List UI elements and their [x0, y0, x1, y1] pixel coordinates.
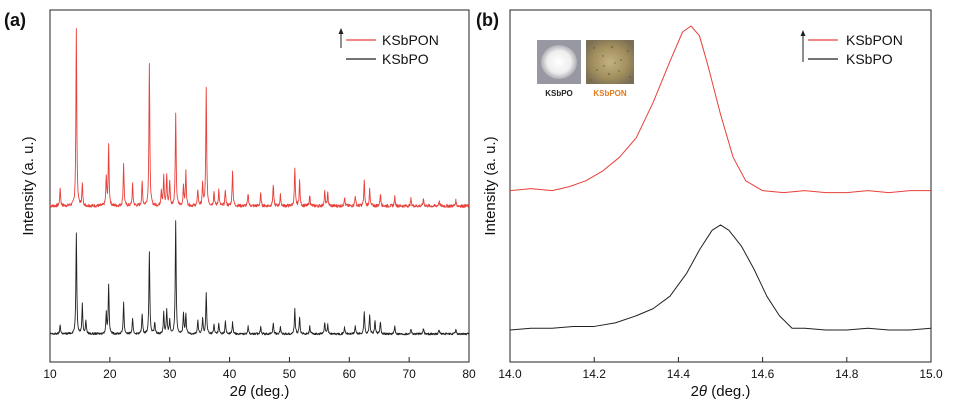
x-axis-label-a: 2θ (deg.): [230, 383, 290, 400]
series-line-ksbpo-b: [509, 224, 932, 331]
ksbpon-texture-icon: [590, 45, 632, 81]
x-tick-label: 70: [402, 367, 416, 381]
panel-b: (b) Intensity (a. u.) 2θ (deg.) 14.0 14.2…: [476, 9, 943, 400]
series-line-ksbpo-a: [49, 220, 470, 336]
series-line-ksbpon-b: [509, 25, 931, 194]
panel-a: (a) Intensity (a. u.) 2θ (deg.) 10 20 30 40…: [4, 9, 476, 400]
x-axis-label-symbol: θ: [238, 383, 246, 400]
legend-label-ksbpon-a: KSbPON: [382, 32, 439, 48]
x-axis-label-prefix: 2: [691, 383, 699, 400]
inset-label-ksbpon: KSbPON: [593, 89, 627, 98]
legend-arrow-icon: [800, 30, 806, 36]
panel-label-b: (b): [476, 10, 499, 30]
series-line-ksbpon-a: [49, 28, 470, 208]
x-tick-label: 30: [163, 367, 177, 381]
ksbpon-photo-icon: [586, 40, 634, 84]
x-ticks-b: 14.0 14.2 14.4 14.6 14.8 15.0: [498, 357, 943, 381]
y-axis-label-a: Intensity (a. u.): [20, 136, 37, 235]
x-tick-label: 14.2: [583, 367, 607, 381]
inset-label-ksbpo: KSbPO: [545, 89, 573, 98]
inset-photos: KSbPO KSbPON: [537, 40, 634, 98]
x-axis-label-b: 2θ (deg.): [691, 383, 751, 400]
x-ticks-a: 10 20 30 40 50 60 70 80: [43, 357, 476, 381]
x-axis-label-units: (deg.): [246, 383, 289, 400]
x-tick-label: 10: [43, 367, 57, 381]
x-tick-label: 14.4: [667, 367, 691, 381]
x-axis-label-units: (deg.): [707, 383, 750, 400]
legend-arrow-icon: [338, 28, 344, 34]
x-tick-label: 50: [283, 367, 297, 381]
legend-label-ksbpo-a: KSbPO: [382, 51, 429, 67]
legend-a: KSbPON KSbPO: [338, 28, 439, 67]
x-tick-label: 14.0: [498, 367, 522, 381]
legend-b: KSbPON KSbPO: [800, 30, 903, 67]
legend-label-ksbpon-b: KSbPON: [846, 32, 903, 48]
x-axis-label-symbol: θ: [699, 383, 707, 400]
x-tick-label: 15.0: [919, 367, 943, 381]
x-tick-label: 20: [103, 367, 117, 381]
y-axis-label-b: Intensity (a. u.): [482, 136, 499, 235]
x-tick-label: 80: [462, 367, 476, 381]
legend-label-ksbpo-b: KSbPO: [846, 51, 893, 67]
plot-frame-b: [509, 9, 932, 363]
plot-frame-a: [49, 9, 470, 363]
x-tick-label: 14.8: [835, 367, 859, 381]
x-tick-label: 40: [223, 367, 237, 381]
x-tick-label: 60: [343, 367, 357, 381]
ksbpo-powder-icon: [541, 45, 577, 79]
x-tick-label: 14.6: [751, 367, 775, 381]
x-axis-label-prefix: 2: [230, 383, 238, 400]
panel-label-a: (a): [4, 10, 26, 30]
